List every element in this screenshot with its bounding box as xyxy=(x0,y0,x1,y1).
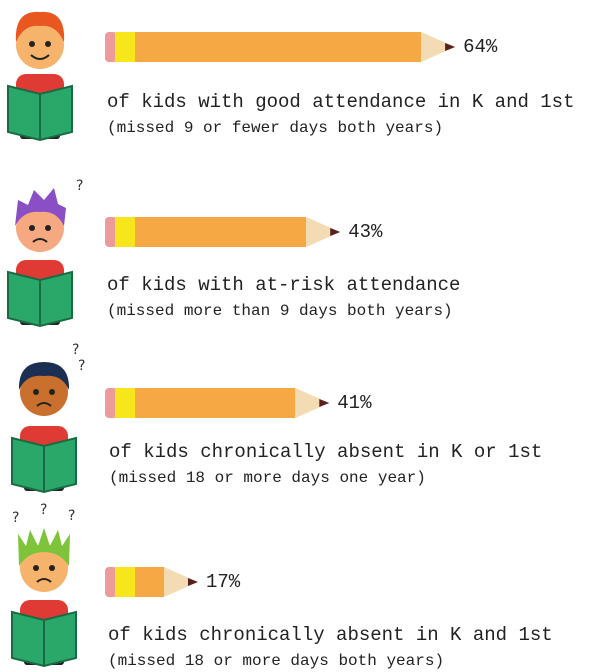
category-label: of kids chronically absent in K and 1st xyxy=(108,624,553,646)
category-note: (missed 18 or more days one year) xyxy=(109,469,426,487)
pencil-body xyxy=(135,388,295,418)
pencil-body xyxy=(135,567,164,597)
category-note: (missed more than 9 days both years) xyxy=(107,302,453,320)
value-label: 41% xyxy=(337,392,372,414)
pencil-lead xyxy=(188,578,198,586)
pencil-bar xyxy=(105,388,329,418)
category-label: of kids with good attendance in K and 1s… xyxy=(107,91,574,113)
infographic: ? ? ? ? ? ? 64% of kids with good attenda… xyxy=(0,0,598,672)
value-label: 64% xyxy=(463,36,498,58)
category-label: of kids chronically absent in K or 1st xyxy=(109,441,542,463)
question-mark: ? xyxy=(12,510,19,526)
pencil-body xyxy=(135,32,421,62)
pencil-body xyxy=(135,217,306,247)
category-note: (missed 9 or fewer days both years) xyxy=(107,119,443,137)
value-label: 43% xyxy=(348,221,383,243)
kid-3: ? ? xyxy=(12,342,85,492)
question-mark: ? xyxy=(40,502,47,518)
question-mark: ? xyxy=(72,342,79,358)
ferrule xyxy=(115,217,135,247)
kid-2: ? xyxy=(8,178,83,326)
pencil-bar xyxy=(105,32,455,62)
pencil-lead xyxy=(330,228,340,236)
question-mark: ? xyxy=(68,508,75,524)
category-note: (missed 18 or more days both years) xyxy=(108,652,444,670)
value-label: 17% xyxy=(206,571,241,593)
pencil-lead xyxy=(319,399,329,407)
ferrule xyxy=(115,567,135,597)
pencil-bar xyxy=(105,217,340,247)
pencil-bar xyxy=(105,567,198,597)
question-mark: ? xyxy=(76,178,83,194)
kid-1 xyxy=(8,12,72,140)
pencil-lead xyxy=(445,43,455,51)
question-mark: ? xyxy=(78,358,85,374)
kid-4: ? ? ? xyxy=(12,502,76,666)
ferrule xyxy=(115,32,135,62)
ferrule xyxy=(115,388,135,418)
category-label: of kids with at-risk attendance xyxy=(107,274,460,296)
